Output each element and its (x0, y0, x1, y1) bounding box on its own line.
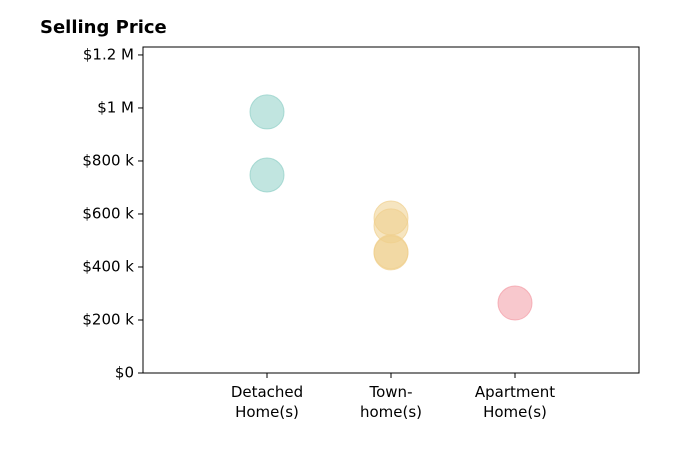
y-tick-label: $200 k (82, 310, 134, 328)
point (373, 235, 409, 271)
point (249, 94, 285, 130)
x-tick-label: Detached Home(s) (230, 383, 304, 421)
y-tick-label: $400 k (82, 257, 134, 275)
y-tick-label: $800 k (82, 151, 134, 169)
point (249, 157, 285, 193)
y-tick-label: $600 k (82, 204, 134, 222)
point (497, 285, 533, 321)
chart-title: Selling Price (40, 17, 167, 38)
x-tick-label: Town- home(s) (359, 383, 423, 421)
y-tick-label: $0 (115, 364, 134, 382)
x-tick-label: Apartment Home(s) (474, 383, 556, 421)
y-tick-label: $1 M (97, 98, 134, 116)
y-tick-label: $1.2 M (83, 45, 134, 63)
